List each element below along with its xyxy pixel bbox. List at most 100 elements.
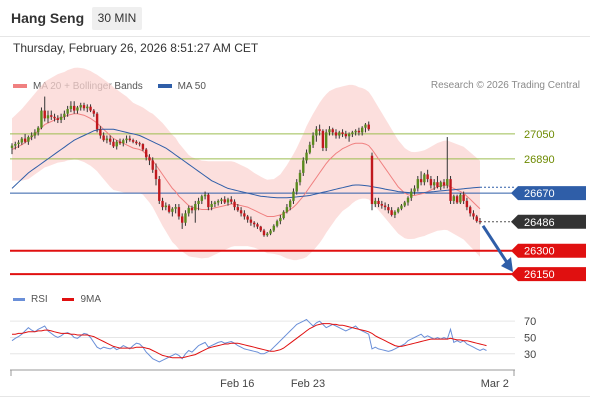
candle — [334, 129, 338, 139]
candle-body — [380, 204, 384, 206]
candle — [148, 154, 151, 166]
candle — [174, 204, 177, 214]
candle-body — [354, 130, 357, 133]
candle-body — [164, 205, 168, 208]
pivot-tag-text: 26670 — [524, 188, 555, 200]
candle-body — [472, 213, 475, 217]
rsi-line — [11, 318, 487, 363]
candle — [344, 130, 348, 139]
candle — [40, 107, 43, 130]
candle-body — [396, 208, 400, 212]
support-tag-1-text: 26300 — [524, 246, 555, 258]
candle — [328, 126, 331, 136]
candle-body — [393, 211, 397, 215]
candle-body — [252, 222, 256, 225]
candle — [118, 138, 122, 145]
candle-body — [423, 174, 426, 183]
candle — [468, 205, 472, 217]
candle — [203, 191, 207, 200]
bollinger-band — [12, 67, 480, 261]
candle — [46, 110, 50, 124]
candle — [338, 130, 341, 139]
candle-body — [334, 132, 338, 136]
candle — [27, 135, 30, 145]
candle — [308, 141, 312, 155]
candle — [311, 132, 315, 148]
candle-body — [14, 144, 17, 146]
candle-body — [439, 182, 442, 187]
candle-body — [459, 194, 462, 203]
candle-body — [148, 157, 151, 161]
candle — [95, 112, 99, 133]
candle-body — [249, 219, 253, 223]
candle-body — [357, 130, 361, 133]
candle-body — [177, 207, 181, 217]
candle — [305, 149, 308, 164]
candle — [30, 132, 33, 141]
candle-body — [210, 204, 213, 208]
candle — [226, 197, 230, 206]
level-lines-layer — [10, 133, 515, 276]
candle — [367, 121, 370, 131]
time-label-2: Feb 23 — [291, 378, 325, 390]
candle — [72, 101, 76, 114]
candle-body — [295, 182, 298, 192]
candle — [194, 200, 197, 223]
candle — [452, 194, 456, 205]
rsi-level-label-30: 30 — [524, 349, 536, 361]
candle — [115, 140, 118, 150]
candle — [455, 194, 459, 205]
candle-body — [475, 216, 478, 222]
candle — [292, 188, 295, 205]
rsi-level-label-70: 70 — [524, 316, 536, 328]
candle — [53, 113, 56, 122]
candle-body — [262, 230, 266, 236]
rsi-ma-swatch — [62, 298, 75, 301]
candle-body — [462, 194, 465, 201]
candle — [321, 129, 325, 152]
candle-body — [99, 129, 102, 136]
candle — [423, 172, 426, 186]
candle-body — [138, 143, 141, 145]
candle — [351, 130, 354, 138]
candle — [436, 175, 439, 189]
legend-label-ma50: MA 50 — [177, 80, 206, 92]
candle — [400, 204, 403, 211]
candle-body — [56, 118, 60, 120]
candle-body — [141, 144, 145, 150]
level-tags-layer: 27050 26890 26670 26486 26300 26150 — [481, 129, 586, 282]
candle-body — [426, 174, 429, 180]
candle — [256, 222, 259, 229]
candle-body — [79, 105, 82, 108]
candle — [249, 216, 253, 226]
candle — [393, 210, 397, 219]
bollinger-band-layer — [12, 67, 480, 261]
candle-body — [311, 135, 315, 145]
candle — [288, 199, 292, 211]
candle — [298, 169, 302, 186]
candle — [279, 214, 282, 225]
candle — [200, 194, 204, 205]
last-price-tag-text: 26486 — [524, 217, 555, 229]
candle-body — [449, 179, 452, 201]
candle-body — [203, 194, 207, 197]
candle-body — [95, 113, 99, 130]
candle — [429, 175, 433, 189]
candle — [207, 193, 210, 211]
candle-body — [167, 205, 171, 212]
candle — [17, 140, 20, 148]
forecast-arrow — [481, 224, 510, 265]
candle-body — [239, 210, 243, 214]
candle — [272, 224, 276, 233]
candle — [59, 113, 63, 124]
ma20-line — [11, 113, 481, 217]
candle-body — [30, 135, 33, 138]
candle — [108, 135, 112, 145]
candle — [82, 102, 86, 111]
candle — [99, 126, 102, 139]
ma50-swatch — [157, 84, 172, 88]
candle — [151, 157, 154, 173]
interval-selector[interactable]: 30 MIN — [92, 7, 142, 30]
candle-body — [135, 141, 138, 144]
